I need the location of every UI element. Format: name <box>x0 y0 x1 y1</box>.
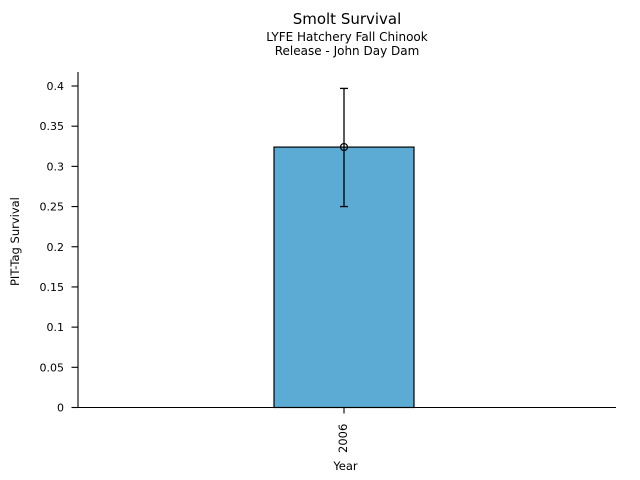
y-tick-label: 0.15 <box>40 281 65 294</box>
y-tick-label: 0.1 <box>47 321 65 334</box>
x-axis-label: Year <box>333 459 358 473</box>
chart-subtitle-line-1: LYFE Hatchery Fall Chinook <box>266 30 428 44</box>
chart-title: Smolt Survival <box>292 10 402 28</box>
y-tick-label: 0.4 <box>47 80 65 93</box>
y-tick-label: 0 <box>57 402 64 415</box>
y-tick-label: 0.25 <box>40 201 65 214</box>
title-block: Smolt Survival LYFE Hatchery Fall Chinoo… <box>77 10 617 58</box>
y-tick-label: 0.05 <box>40 361 65 374</box>
chart-subtitle-line-2: Release - John Day Dam <box>274 43 420 58</box>
y-tick-label: 0.2 <box>47 241 65 254</box>
y-tick-label: 0.3 <box>47 160 65 173</box>
data-point-marker <box>339 142 349 152</box>
y-tick-label: 0.35 <box>40 120 65 133</box>
x-tick-label: 2006 <box>336 423 350 453</box>
